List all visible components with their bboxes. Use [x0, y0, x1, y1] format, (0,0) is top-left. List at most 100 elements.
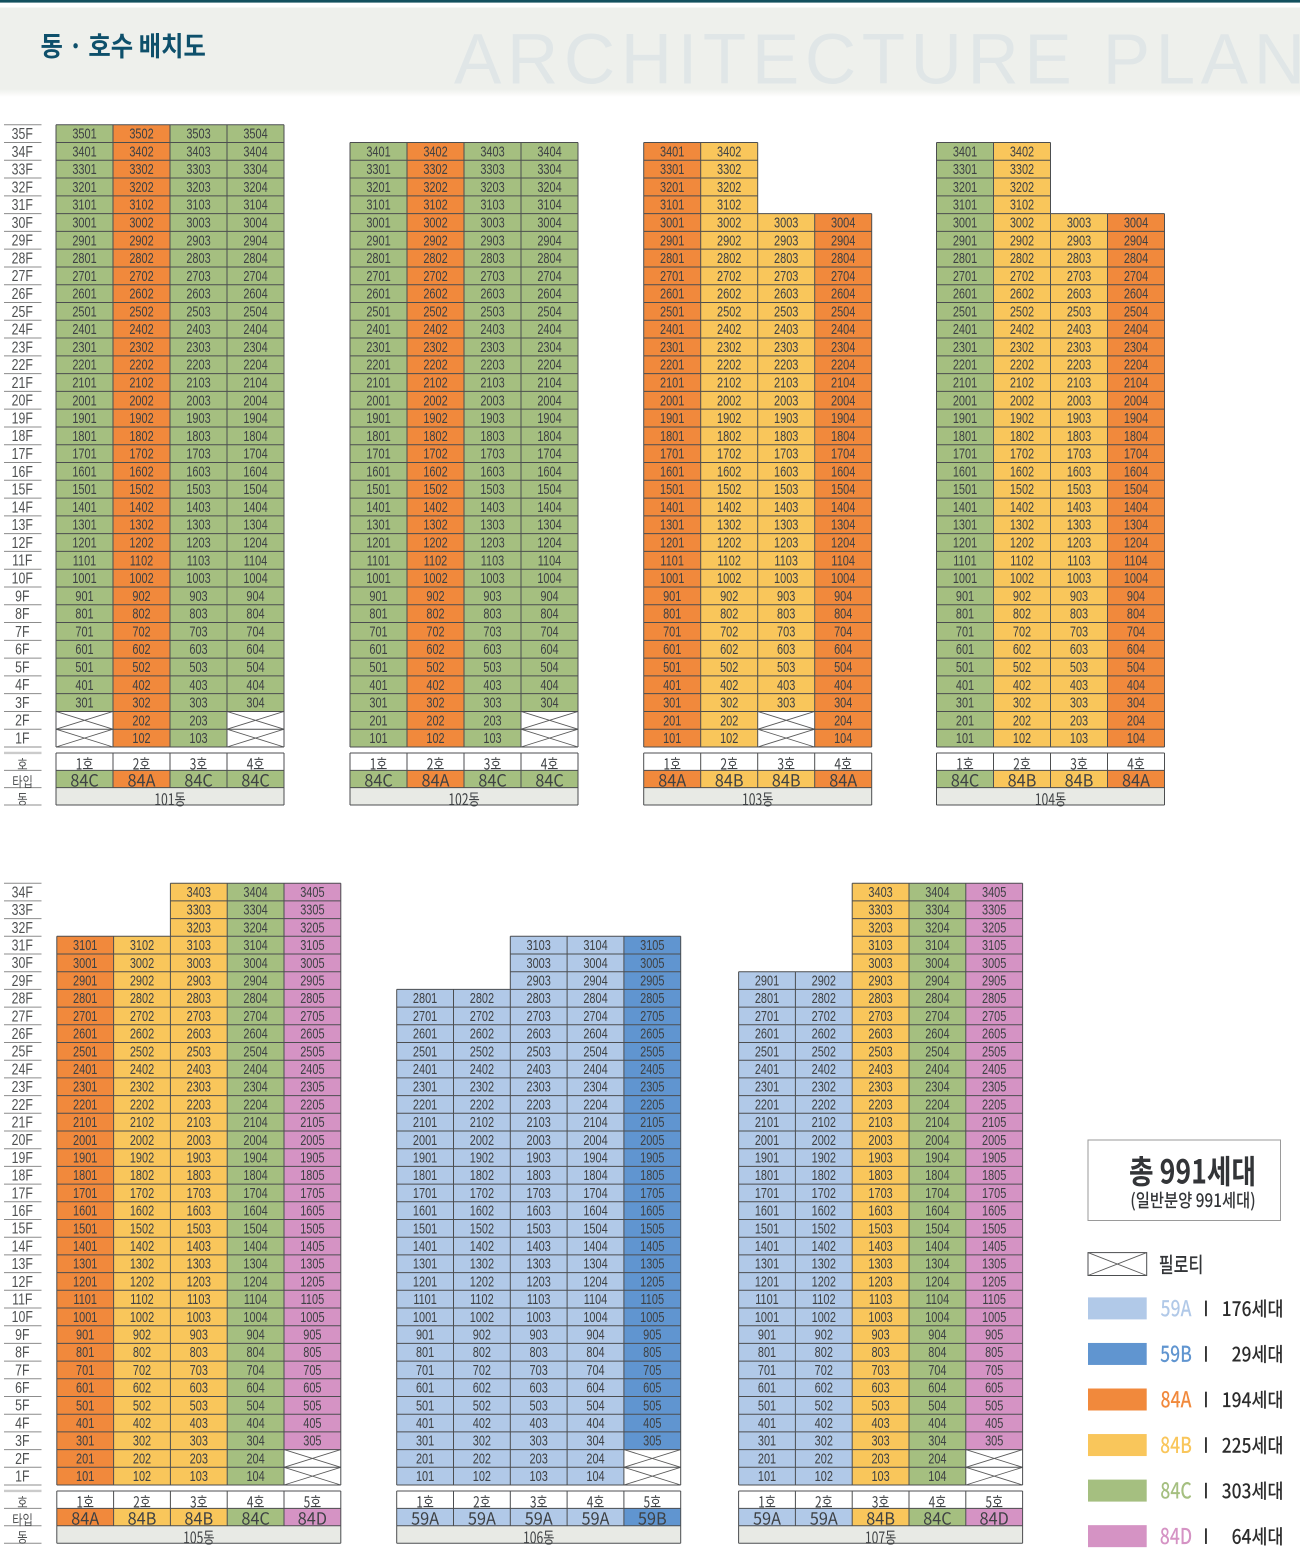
svg-text:301: 301 [75, 694, 93, 711]
svg-text:3101: 3101 [953, 196, 977, 213]
svg-text:1704: 1704 [1124, 445, 1148, 462]
svg-text:3103: 3103 [186, 196, 210, 213]
svg-text:1303: 1303 [480, 516, 504, 533]
svg-text:21F: 21F [12, 1114, 34, 1132]
svg-text:2502: 2502 [812, 1043, 836, 1060]
svg-text:3402: 3402 [423, 143, 447, 160]
svg-text:1004: 1004 [831, 569, 855, 586]
svg-text:3004: 3004 [537, 214, 561, 231]
svg-text:1102: 1102 [470, 1290, 494, 1307]
svg-text:3204: 3204 [537, 178, 561, 195]
svg-text:201: 201 [76, 1450, 94, 1467]
svg-text:2804: 2804 [537, 249, 561, 266]
svg-text:1201: 1201 [72, 534, 96, 551]
svg-text:2604: 2604 [537, 285, 561, 302]
svg-text:2701: 2701 [660, 267, 684, 284]
svg-text:1902: 1902 [717, 409, 741, 426]
svg-text:803: 803 [483, 605, 501, 622]
svg-text:3001: 3001 [953, 214, 977, 231]
svg-text:203: 203 [189, 712, 207, 729]
svg-text:1802: 1802 [130, 1166, 154, 1183]
svg-text:26F: 26F [12, 286, 34, 304]
svg-text:1602: 1602 [470, 1202, 494, 1219]
svg-text:2403: 2403 [480, 320, 504, 337]
svg-text:602: 602 [720, 640, 738, 657]
svg-text:18F: 18F [12, 1167, 34, 1185]
svg-text:403: 403 [190, 1414, 208, 1431]
svg-text:2204: 2204 [243, 356, 267, 373]
svg-text:702: 702 [720, 623, 738, 640]
svg-text:1704: 1704 [243, 1184, 267, 1201]
svg-text:1804: 1804 [1124, 427, 1148, 444]
svg-text:2702: 2702 [129, 267, 153, 284]
svg-text:1502: 1502 [130, 1220, 154, 1237]
svg-text:1403: 1403 [186, 498, 210, 515]
svg-text:1204: 1204 [243, 1273, 267, 1290]
svg-text:19F: 19F [12, 1150, 34, 1168]
svg-text:1502: 1502 [1010, 480, 1034, 497]
svg-text:2504: 2504 [831, 303, 855, 320]
svg-text:2801: 2801 [413, 989, 437, 1006]
svg-text:1404: 1404 [1124, 498, 1148, 515]
svg-text:9F: 9F [15, 1327, 30, 1345]
svg-text:2601: 2601 [73, 1025, 97, 1042]
svg-text:2803: 2803 [868, 989, 892, 1006]
svg-text:3305: 3305 [982, 901, 1006, 918]
svg-text:3403: 3403 [480, 143, 504, 160]
svg-text:901: 901 [369, 587, 387, 604]
svg-text:405: 405 [643, 1414, 661, 1431]
svg-text:2201: 2201 [366, 356, 390, 373]
svg-text:401: 401 [75, 676, 93, 693]
svg-text:101: 101 [369, 729, 387, 746]
svg-text:1503: 1503 [527, 1220, 551, 1237]
svg-text:2502: 2502 [1010, 303, 1034, 320]
svg-text:1101: 1101 [73, 552, 97, 569]
svg-text:1301: 1301 [755, 1255, 779, 1272]
svg-text:3402: 3402 [129, 143, 153, 160]
svg-text:1804: 1804 [537, 427, 561, 444]
svg-text:3201: 3201 [366, 178, 390, 195]
svg-text:202: 202 [720, 712, 738, 729]
svg-text:502: 502 [426, 658, 444, 675]
svg-text:2803: 2803 [480, 249, 504, 266]
svg-text:2604: 2604 [243, 1025, 267, 1042]
svg-text:1202: 1202 [717, 534, 741, 551]
svg-text:803: 803 [189, 605, 207, 622]
svg-text:705: 705 [985, 1361, 1003, 1378]
svg-text:301: 301 [663, 694, 681, 711]
svg-text:401: 401 [369, 676, 387, 693]
svg-text:1901: 1901 [366, 409, 390, 426]
svg-text:31F: 31F [12, 197, 34, 215]
svg-text:1305: 1305 [640, 1255, 664, 1272]
svg-text:1601: 1601 [366, 463, 390, 480]
svg-text:2103: 2103 [868, 1113, 892, 1130]
svg-text:403: 403 [777, 676, 795, 693]
svg-text:703: 703 [483, 623, 501, 640]
svg-text:1701: 1701 [953, 445, 977, 462]
svg-text:501: 501 [758, 1397, 776, 1414]
svg-text:1902: 1902 [812, 1149, 836, 1166]
svg-text:1703: 1703 [527, 1184, 551, 1201]
svg-text:705: 705 [643, 1361, 661, 1378]
svg-text:2105: 2105 [982, 1113, 1006, 1130]
svg-text:2004: 2004 [1124, 392, 1148, 409]
svg-text:401: 401 [76, 1414, 94, 1431]
svg-text:1103: 1103 [187, 552, 211, 569]
svg-text:2304: 2304 [537, 338, 561, 355]
svg-text:101: 101 [663, 729, 681, 746]
svg-text:2205: 2205 [982, 1096, 1006, 1113]
svg-text:2304: 2304 [831, 338, 855, 355]
svg-text:29F: 29F [12, 973, 34, 991]
svg-text:1504: 1504 [831, 480, 855, 497]
svg-text:3501: 3501 [72, 125, 96, 142]
svg-text:3003: 3003 [1067, 214, 1091, 231]
svg-text:2603: 2603 [480, 285, 504, 302]
svg-text:2205: 2205 [300, 1096, 324, 1113]
svg-text:2803: 2803 [774, 249, 798, 266]
svg-text:1804: 1804 [831, 427, 855, 444]
svg-text:801: 801 [76, 1343, 94, 1360]
svg-text:2103: 2103 [187, 1113, 211, 1130]
svg-text:2F: 2F [15, 712, 30, 730]
svg-text:2503: 2503 [187, 1043, 211, 1060]
svg-text:403: 403 [871, 1414, 889, 1431]
